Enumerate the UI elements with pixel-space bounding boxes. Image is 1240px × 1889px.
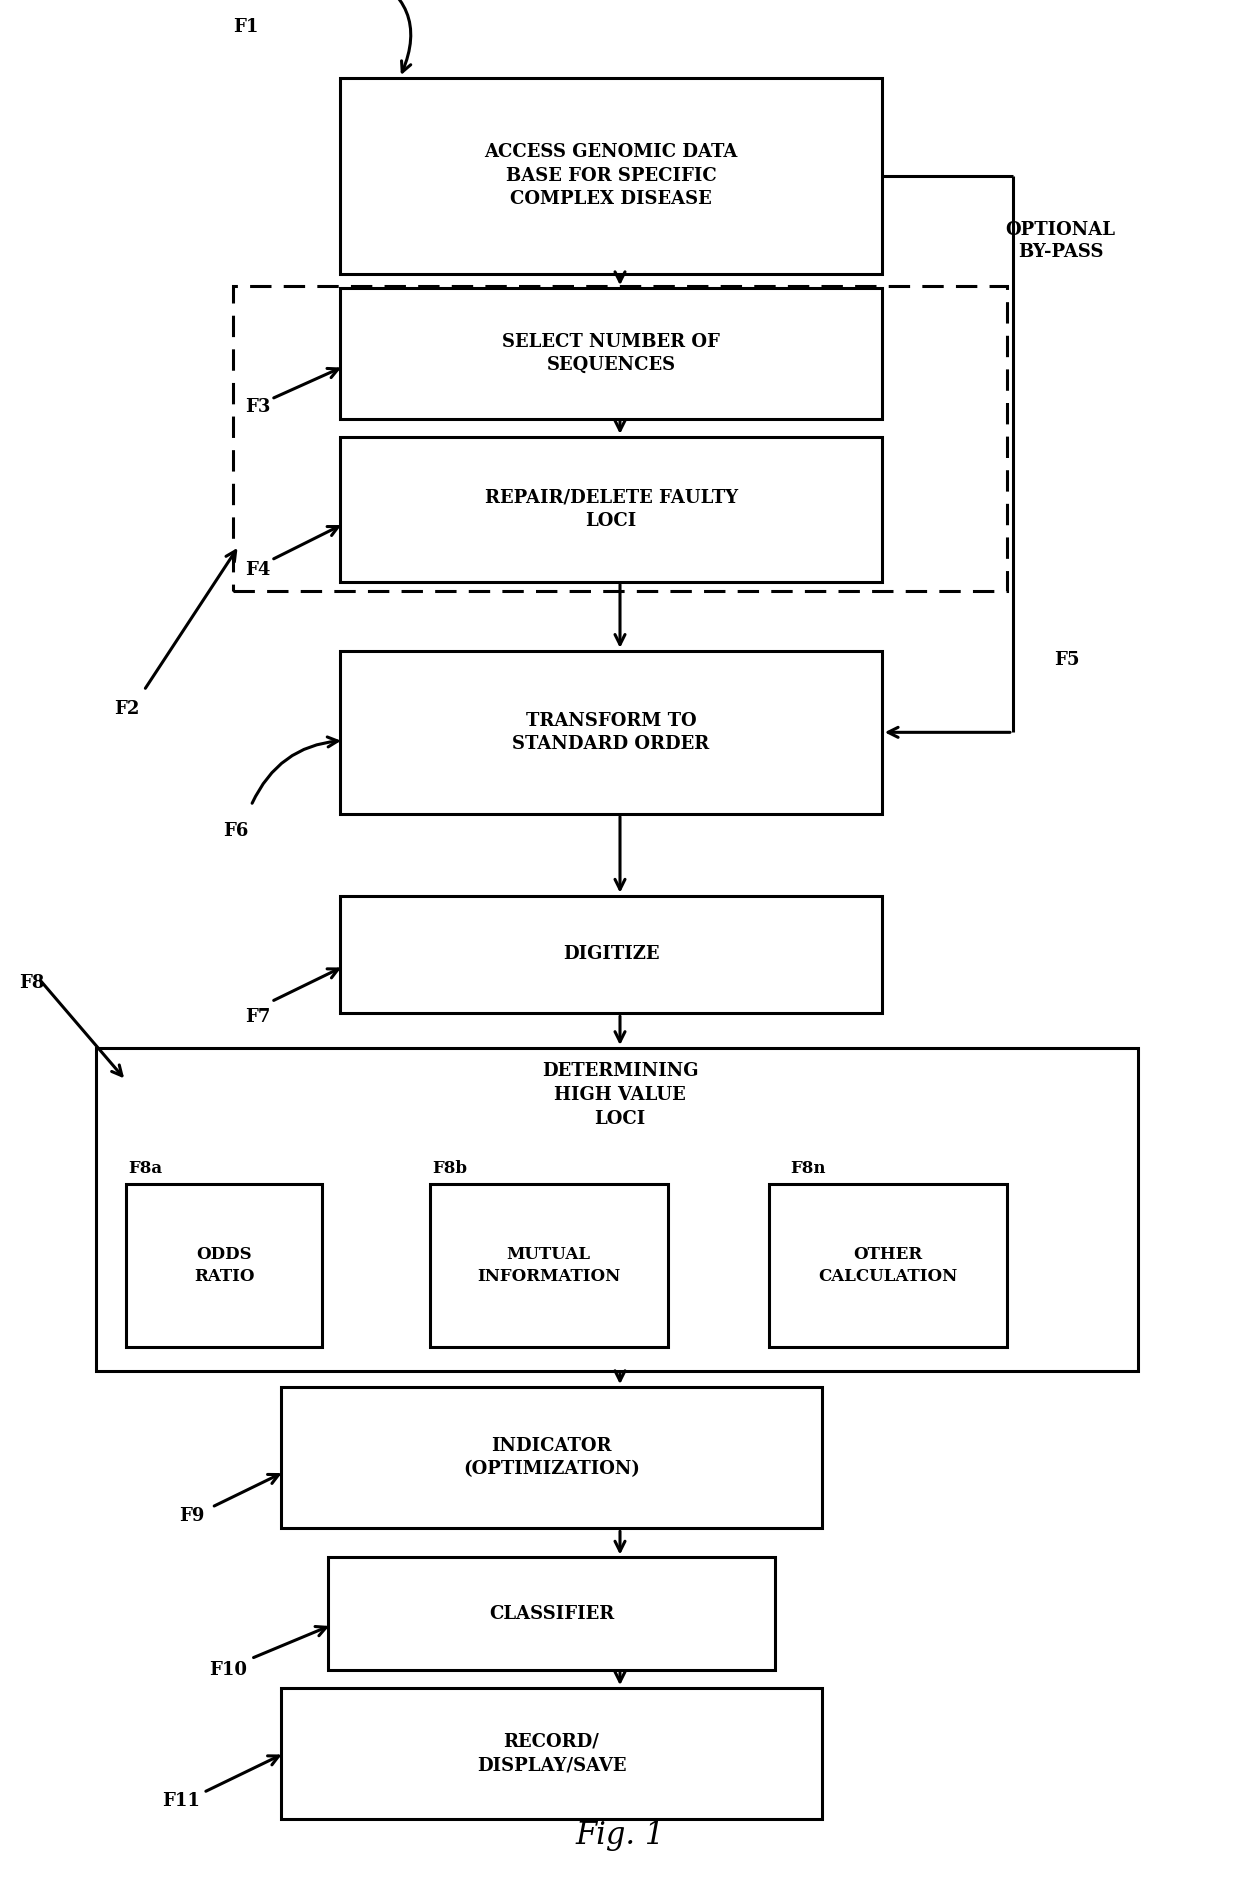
Text: F8: F8 bbox=[19, 975, 45, 992]
Text: TRANSFORM TO
STANDARD ORDER: TRANSFORM TO STANDARD ORDER bbox=[512, 712, 709, 754]
Bar bbox=[340, 287, 882, 419]
Text: MUTUAL
INFORMATION: MUTUAL INFORMATION bbox=[477, 1247, 620, 1285]
Bar bbox=[340, 77, 882, 274]
Bar bbox=[233, 287, 1007, 591]
Text: REPAIR/DELETE FAULTY
LOCI: REPAIR/DELETE FAULTY LOCI bbox=[485, 489, 738, 531]
Bar bbox=[769, 1184, 1007, 1347]
Text: Fig. 1: Fig. 1 bbox=[575, 1821, 665, 1851]
Text: F3: F3 bbox=[246, 399, 270, 416]
Text: INDICATOR
(OPTIMIZATION): INDICATOR (OPTIMIZATION) bbox=[463, 1438, 640, 1479]
Text: F8n: F8n bbox=[790, 1160, 826, 1177]
Text: F6: F6 bbox=[223, 822, 249, 841]
Text: ODDS
RATIO: ODDS RATIO bbox=[193, 1247, 254, 1285]
Text: CLASSIFIER: CLASSIFIER bbox=[489, 1604, 614, 1623]
Bar bbox=[126, 1184, 322, 1347]
Text: F4: F4 bbox=[246, 561, 270, 578]
Bar bbox=[429, 1184, 667, 1347]
Text: F7: F7 bbox=[246, 1009, 270, 1026]
Text: OPTIONAL
BY-PASS: OPTIONAL BY-PASS bbox=[1006, 221, 1116, 261]
Bar bbox=[340, 436, 882, 582]
Text: ACCESS GENOMIC DATA
BASE FOR SPECIFIC
COMPLEX DISEASE: ACCESS GENOMIC DATA BASE FOR SPECIFIC CO… bbox=[485, 144, 738, 208]
Text: F8b: F8b bbox=[432, 1160, 467, 1177]
Text: F9: F9 bbox=[180, 1507, 205, 1524]
Bar bbox=[97, 1048, 1138, 1371]
Text: SELECT NUMBER OF
SEQUENCES: SELECT NUMBER OF SEQUENCES bbox=[502, 332, 720, 374]
Bar bbox=[340, 895, 882, 1013]
Text: F5: F5 bbox=[1054, 652, 1079, 669]
Bar bbox=[340, 650, 882, 814]
Text: DIGITIZE: DIGITIZE bbox=[563, 946, 660, 963]
Text: F2: F2 bbox=[114, 701, 139, 718]
Bar bbox=[329, 1557, 775, 1670]
Bar bbox=[280, 1689, 822, 1819]
Bar bbox=[280, 1387, 822, 1528]
Text: DETERMINING
HIGH VALUE
LOCI: DETERMINING HIGH VALUE LOCI bbox=[542, 1062, 698, 1128]
Text: F1: F1 bbox=[233, 19, 258, 36]
Text: F11: F11 bbox=[161, 1791, 200, 1810]
Text: RECORD/
DISPLAY/SAVE: RECORD/ DISPLAY/SAVE bbox=[477, 1732, 626, 1774]
Text: F10: F10 bbox=[210, 1660, 247, 1679]
Text: F8a: F8a bbox=[129, 1160, 162, 1177]
Text: OTHER
CALCULATION: OTHER CALCULATION bbox=[818, 1247, 957, 1285]
